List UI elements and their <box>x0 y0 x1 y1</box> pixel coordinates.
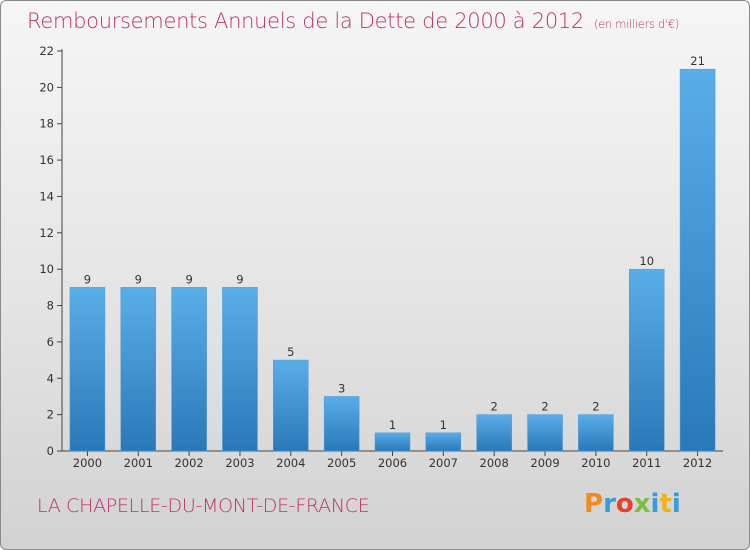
logo-letter: P <box>584 489 604 519</box>
x-tick-label: 2012 <box>683 456 712 470</box>
bar <box>171 287 207 452</box>
x-tick-label: 2010 <box>581 456 610 470</box>
x-tick-label: 2006 <box>378 456 407 470</box>
data-label: 2 <box>592 400 599 414</box>
y-tick-label: 4 <box>47 371 54 385</box>
data-labels-group: 9 9 9 9 5 3 1 1 2 2 2 10 21 <box>84 54 705 432</box>
data-label: 2 <box>491 400 498 414</box>
bar <box>425 432 462 452</box>
y-tick-label: 0 <box>47 444 54 458</box>
data-label: 2 <box>541 400 548 414</box>
x-tick-label: 2005 <box>327 456 356 470</box>
bars-group <box>69 68 716 452</box>
data-label: 9 <box>84 272 91 286</box>
bar <box>323 396 360 452</box>
chart-title: Remboursements Annuels de la Dette de 20… <box>27 9 679 33</box>
data-label: 9 <box>236 272 243 286</box>
data-label: 1 <box>389 418 396 432</box>
y-tick-label: 2 <box>47 408 54 422</box>
bar <box>527 414 563 452</box>
y-tick-label: 18 <box>39 117 54 131</box>
data-label: 1 <box>440 418 447 432</box>
bar <box>374 432 411 452</box>
y-tick-label: 16 <box>39 153 54 167</box>
y-tick-label: 14 <box>39 189 54 203</box>
x-tick-label: 2003 <box>225 456 254 470</box>
x-tick-label: 2004 <box>276 456 305 470</box>
bar <box>120 287 157 452</box>
x-tick-label: 2007 <box>429 456 458 470</box>
bar <box>476 414 512 452</box>
y-tick-label: 20 <box>39 80 54 94</box>
data-label: 5 <box>287 345 294 359</box>
logo-letter: t <box>659 489 672 519</box>
data-label: 9 <box>135 272 142 286</box>
x-tick-label: 2008 <box>480 456 509 470</box>
logo-letter: o <box>615 489 634 519</box>
y-axis: 0 2 4 6 8 10 12 14 16 18 20 22 <box>39 44 63 458</box>
bar <box>679 68 716 452</box>
bar <box>273 359 309 452</box>
data-label: 10 <box>639 254 654 268</box>
y-tick-label: 6 <box>47 335 54 349</box>
x-tick-label: 2002 <box>174 456 203 470</box>
x-tick-label: 2000 <box>73 456 102 470</box>
logo-letter: i <box>650 489 660 519</box>
data-label: 9 <box>185 272 192 286</box>
y-tick-label: 22 <box>39 44 54 58</box>
chart-unit: (en milliers d'€) <box>594 17 680 31</box>
x-tick-label: 2001 <box>124 456 153 470</box>
data-label: 21 <box>690 54 705 68</box>
y-tick-label: 8 <box>47 299 54 313</box>
bar <box>628 268 665 452</box>
bar <box>578 414 614 452</box>
y-tick-label: 10 <box>39 262 54 276</box>
x-axis: 2000 2001 2002 2003 2004 2005 2006 2007 2008 2009… <box>62 450 723 470</box>
x-tick-label: 2011 <box>632 456 661 470</box>
bar <box>222 287 258 452</box>
x-tick-label: 2009 <box>530 456 559 470</box>
logo-letter: i <box>671 489 681 519</box>
chart-title-text: Remboursements Annuels de la Dette de 20… <box>27 9 584 33</box>
data-label: 3 <box>338 381 345 395</box>
proxiti-logo[interactable]: Proxiti <box>584 489 694 525</box>
logo-letter: r <box>603 489 616 519</box>
logo-letter: x <box>633 489 651 519</box>
commune-name: LA CHAPELLE-DU-MONT-DE-FRANCE <box>37 495 370 517</box>
bar <box>69 287 106 452</box>
y-tick-label: 12 <box>39 226 54 240</box>
